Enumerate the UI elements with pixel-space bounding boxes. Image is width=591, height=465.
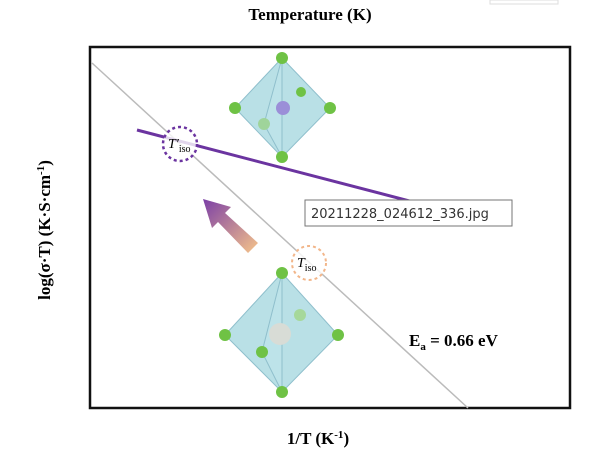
tooltip-text: 20211228_024612_336.jpg <box>311 207 489 222</box>
octahedron-upper <box>229 52 336 163</box>
top-axis-label: Temperature (K) <box>248 5 371 24</box>
corner-box <box>489 0 559 5</box>
marker-t-iso-prime <box>161 125 199 163</box>
plot-frame <box>88 45 572 410</box>
marker-t-iso <box>291 245 327 281</box>
t-iso-prime-label: T′iso <box>168 137 191 155</box>
x-axis-label: 1/T (K-1) <box>287 429 349 448</box>
octahedron-lower <box>219 267 344 398</box>
tooltip-box <box>304 199 513 227</box>
tooltip: 20211228_024612_336.jpg <box>304 199 513 227</box>
y-axis-label: log(σ·T) (K·S·cm-1) <box>35 160 54 300</box>
t-iso-label: Tiso <box>297 256 316 274</box>
arrow <box>203 199 258 253</box>
activation-energy-label: Ea = 0.66 eV <box>409 331 499 353</box>
reference-line <box>91 62 469 409</box>
